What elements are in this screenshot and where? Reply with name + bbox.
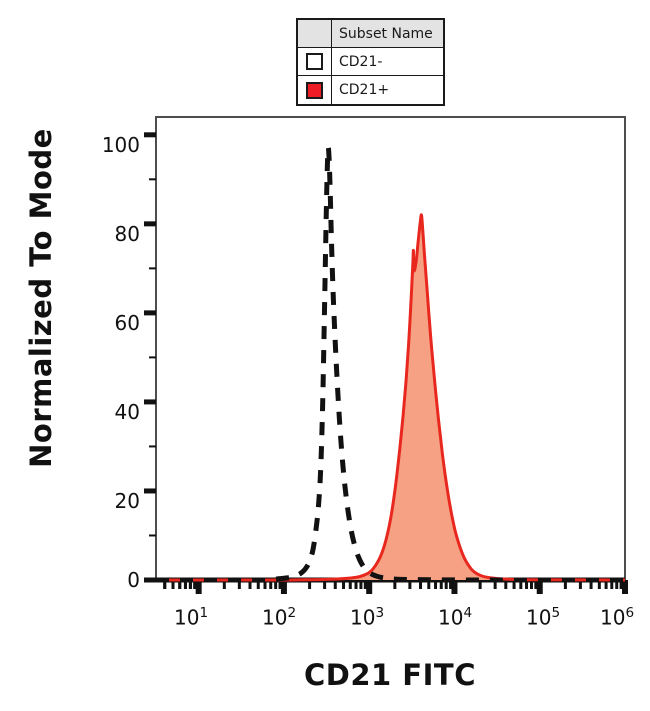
y-axis-ticks (144, 132, 156, 583)
x-ticklabel-base: 10 (350, 605, 376, 630)
legend-swatch-cell (298, 48, 332, 75)
y-ticklabel-40: 40 (114, 400, 140, 424)
white-square-swatch (306, 53, 323, 70)
red-square-swatch (306, 81, 323, 99)
x-ticklabel-exponent: 1 (199, 605, 209, 621)
x-ticklabel-base: 10 (600, 605, 626, 630)
legend-row-cd21-negative[interactable]: CD21- (298, 48, 443, 76)
y-axis-title: Normalized To Mode (24, 128, 58, 468)
legend-header-swatch-cell (298, 20, 332, 47)
series-cd21-positive-line (156, 213, 626, 582)
x-ticklabel-1e4: 104 (438, 605, 472, 630)
y-ticklabel-100: 100 (101, 133, 140, 157)
y-ticklabel-60: 60 (114, 311, 140, 335)
legend-row-cd21-positive[interactable]: CD21+ (298, 76, 443, 104)
legend-label-cd21-positive: CD21+ (339, 82, 390, 98)
legend-header-label: Subset Name (332, 20, 443, 47)
y-ticklabel-0: 0 (127, 568, 140, 592)
y-ticklabel-20: 20 (114, 489, 140, 513)
x-ticklabel-exponent: 3 (375, 605, 385, 621)
legend-box: Subset Name CD21- CD21+ (296, 18, 445, 106)
x-axis-title: CD21 FITC (304, 658, 476, 692)
legend-label-cd21-negative: CD21- (339, 53, 383, 70)
x-ticklabel-1e1: 101 (174, 605, 208, 630)
x-ticklabel-exponent: 4 (463, 605, 473, 621)
x-ticklabel-exponent: 6 (625, 605, 635, 621)
x-ticklabel-base: 10 (262, 605, 288, 630)
x-ticklabel-1e3: 103 (350, 605, 384, 630)
x-ticklabel-base: 10 (174, 605, 200, 630)
x-axis-ticks (146, 577, 628, 594)
frame-outline (155, 116, 626, 580)
x-ticklabel-1e5: 105 (526, 605, 560, 630)
x-ticklabel-exponent: 2 (287, 605, 297, 621)
x-ticklabel-base: 10 (438, 605, 464, 630)
series-cd21-negative-line (156, 145, 625, 583)
legend-swatch-cell (298, 76, 332, 104)
x-ticklabel-1e6: 106 (600, 605, 634, 630)
plot-frame (155, 116, 626, 580)
x-ticklabel-base: 10 (526, 605, 552, 630)
x-ticklabel-1e2: 102 (262, 605, 296, 630)
x-ticklabel-exponent: 5 (551, 605, 561, 621)
y-ticklabel-80: 80 (114, 222, 140, 246)
legend-header-row: Subset Name (298, 20, 443, 48)
